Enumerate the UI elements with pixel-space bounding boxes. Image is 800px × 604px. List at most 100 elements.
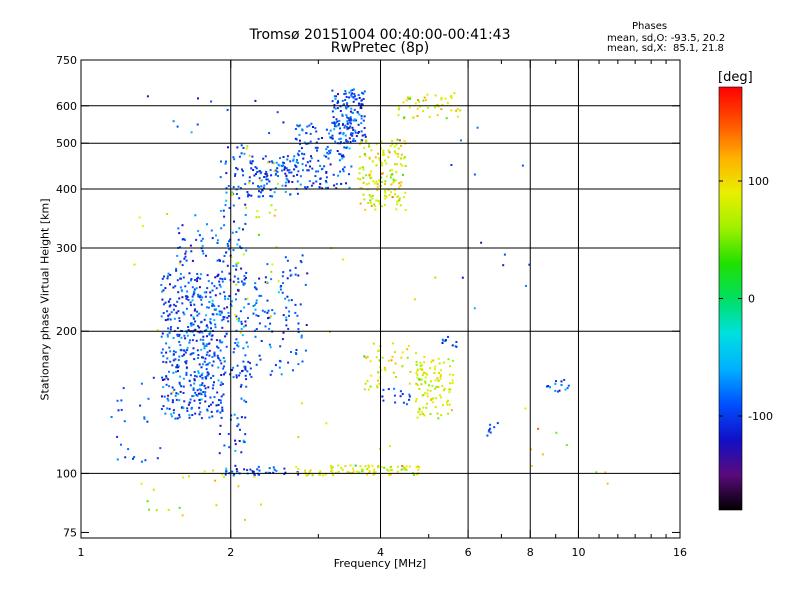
- data-point: [156, 457, 159, 460]
- data-point: [175, 269, 178, 272]
- data-point: [248, 180, 251, 182]
- data-point: [396, 470, 399, 473]
- data-point: [302, 169, 304, 172]
- data-point: [351, 89, 354, 91]
- data-point: [222, 209, 225, 212]
- data-point: [368, 182, 371, 185]
- data-point: [274, 173, 277, 176]
- data-point: [323, 154, 326, 157]
- data-point: [200, 384, 203, 386]
- data-point: [205, 345, 208, 347]
- data-point: [160, 335, 163, 338]
- data-point: [331, 134, 334, 137]
- data-point: [171, 364, 174, 367]
- data-point: [228, 446, 231, 449]
- data-point: [207, 372, 210, 375]
- data-point: [325, 128, 328, 131]
- data-point: [408, 398, 411, 401]
- data-point: [213, 353, 216, 356]
- data-point: [261, 309, 264, 312]
- data-point: [408, 465, 411, 468]
- data-point: [325, 148, 328, 151]
- grid-lines: [81, 60, 680, 538]
- data-point: [442, 339, 445, 342]
- data-point: [234, 449, 237, 452]
- data-point: [360, 140, 363, 143]
- data-point: [397, 195, 400, 198]
- data-point: [345, 182, 347, 185]
- data-point: [167, 508, 170, 511]
- data-point: [423, 414, 426, 417]
- data-point: [384, 191, 387, 194]
- data-point: [226, 264, 229, 267]
- data-point: [182, 238, 185, 240]
- data-point: [273, 170, 276, 173]
- data-point: [297, 468, 300, 470]
- phases-title: Phases: [632, 21, 668, 32]
- data-point: [375, 164, 378, 167]
- data-point: [193, 382, 196, 385]
- data-point: [357, 132, 360, 135]
- data-point: [345, 96, 348, 98]
- data-point: [434, 406, 437, 408]
- data-point: [178, 383, 181, 386]
- data-point: [269, 322, 272, 325]
- data-point: [348, 186, 351, 189]
- data-point: [197, 325, 199, 327]
- data-point: [348, 173, 350, 176]
- data-point: [178, 317, 181, 320]
- data-point: [285, 306, 288, 309]
- data-point: [342, 258, 345, 261]
- data-point: [221, 341, 224, 344]
- data-point: [180, 385, 183, 388]
- data-point: [194, 374, 196, 377]
- data-point: [266, 299, 269, 302]
- data-point: [271, 309, 274, 312]
- data-point: [240, 451, 243, 454]
- data-point: [168, 370, 170, 373]
- data-point: [176, 254, 179, 257]
- data-point: [431, 397, 434, 400]
- data-point: [177, 370, 179, 373]
- data-point: [221, 473, 224, 476]
- data-point: [215, 234, 217, 237]
- data-point: [554, 389, 557, 392]
- data-point: [267, 161, 270, 164]
- data-point: [228, 240, 230, 243]
- data-point: [368, 466, 371, 469]
- data-point: [408, 106, 411, 109]
- data-point: [197, 370, 200, 373]
- data-point: [327, 157, 330, 160]
- data-point: [420, 368, 423, 371]
- data-point: [339, 105, 342, 108]
- data-point: [365, 174, 368, 177]
- data-point: [227, 311, 230, 314]
- data-point: [220, 227, 223, 230]
- data-point: [263, 310, 266, 313]
- data-point: [296, 471, 299, 474]
- data-point: [201, 372, 204, 375]
- data-point: [188, 379, 191, 382]
- data-point: [420, 410, 423, 413]
- data-point: [161, 277, 164, 280]
- data-point: [282, 282, 284, 284]
- data-point: [260, 179, 263, 182]
- data-point: [237, 289, 240, 292]
- data-point: [285, 167, 288, 170]
- data-point: [297, 363, 300, 366]
- data-point: [361, 166, 364, 169]
- data-point: [231, 369, 234, 372]
- data-point: [294, 266, 297, 269]
- data-point: [189, 384, 192, 387]
- data-point: [235, 298, 237, 301]
- data-point: [366, 188, 369, 191]
- data-point: [236, 364, 239, 367]
- data-point: [196, 273, 199, 275]
- data-point: [393, 193, 396, 196]
- data-point: [168, 331, 171, 334]
- data-point: [416, 376, 419, 379]
- data-point: [413, 298, 416, 301]
- data-point: [306, 474, 309, 477]
- data-point: [189, 304, 192, 307]
- data-point: [453, 92, 456, 95]
